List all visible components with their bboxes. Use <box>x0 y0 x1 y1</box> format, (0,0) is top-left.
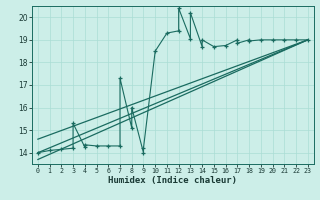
X-axis label: Humidex (Indice chaleur): Humidex (Indice chaleur) <box>108 176 237 185</box>
